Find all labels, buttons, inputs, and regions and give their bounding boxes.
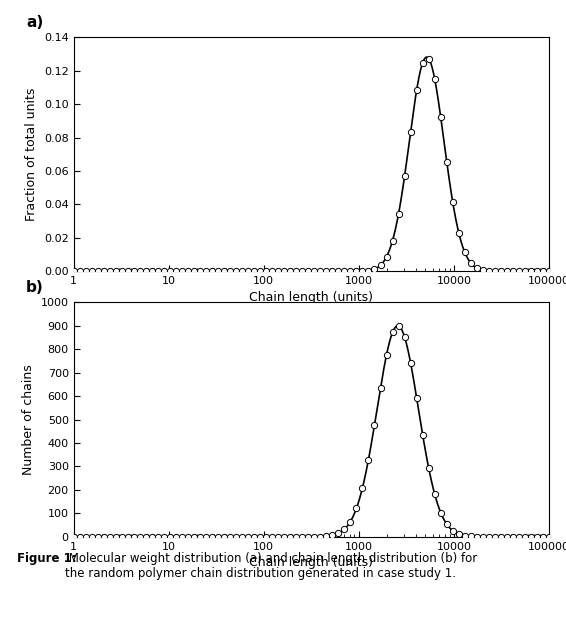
X-axis label: Chain length (units): Chain length (units) xyxy=(249,556,374,569)
Y-axis label: Fraction of total units: Fraction of total units xyxy=(25,88,38,221)
X-axis label: Chain length (units): Chain length (units) xyxy=(249,291,374,304)
Y-axis label: Number of chains: Number of chains xyxy=(22,364,35,475)
Text: a): a) xyxy=(26,15,43,30)
Text: Molecular weight distribution (a) and chain length distribution (b) for
the rand: Molecular weight distribution (a) and ch… xyxy=(65,552,477,580)
Text: b): b) xyxy=(26,280,44,296)
Text: Figure 1:: Figure 1: xyxy=(17,552,76,565)
